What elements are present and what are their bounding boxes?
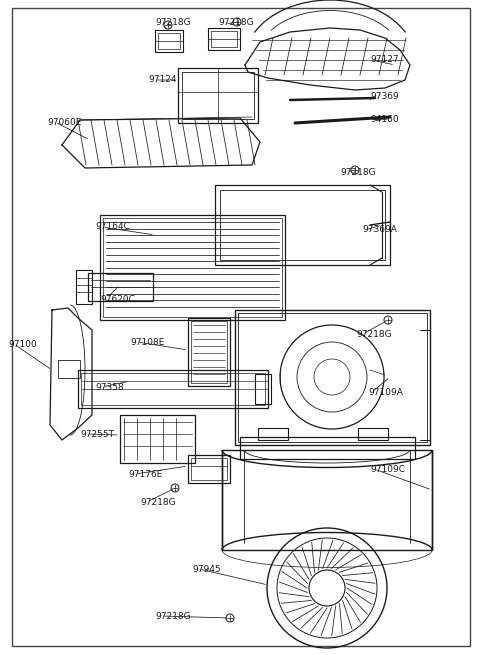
Text: 97176E: 97176E — [128, 470, 162, 479]
Text: 97218G: 97218G — [155, 612, 191, 621]
Text: 94160: 94160 — [370, 115, 398, 124]
Bar — [191, 458, 227, 480]
Text: 97218G: 97218G — [218, 18, 253, 27]
Bar — [58, 360, 80, 378]
Text: 97109A: 97109A — [368, 388, 403, 397]
Bar — [100, 215, 285, 320]
Bar — [188, 318, 230, 386]
Text: 97369: 97369 — [370, 92, 399, 101]
Bar — [76, 270, 92, 304]
Bar — [182, 72, 254, 119]
Bar — [191, 321, 227, 383]
Bar — [211, 31, 237, 47]
Text: 97218G: 97218G — [155, 18, 191, 27]
Text: 97100: 97100 — [8, 340, 37, 349]
Text: 97218G: 97218G — [356, 330, 392, 339]
Bar — [208, 28, 240, 50]
Bar — [81, 373, 265, 405]
Text: 97218G: 97218G — [140, 498, 176, 507]
Text: 97218G: 97218G — [340, 168, 376, 177]
Bar — [158, 33, 180, 49]
Bar — [238, 313, 427, 442]
Bar — [220, 190, 385, 260]
Bar — [78, 370, 268, 408]
Text: 97109C: 97109C — [370, 465, 405, 474]
Bar — [155, 30, 183, 52]
Text: 97255T: 97255T — [80, 430, 114, 439]
Text: 97369A: 97369A — [362, 225, 397, 234]
Bar — [215, 185, 390, 265]
Text: 97124: 97124 — [148, 75, 177, 84]
Text: 97945: 97945 — [192, 565, 221, 574]
Text: 97127: 97127 — [370, 55, 398, 64]
Text: 97358: 97358 — [95, 383, 124, 392]
Bar — [240, 437, 415, 459]
Bar — [88, 273, 153, 301]
Bar — [188, 455, 230, 483]
Bar — [235, 310, 430, 445]
Bar — [222, 450, 432, 550]
Text: 97108E: 97108E — [130, 338, 164, 347]
Bar — [178, 68, 258, 123]
Text: 97164C: 97164C — [95, 222, 130, 231]
Bar — [120, 415, 195, 463]
Bar — [358, 428, 388, 440]
Text: 97620C: 97620C — [100, 295, 135, 304]
Text: 97060E: 97060E — [47, 118, 82, 127]
Bar — [103, 218, 282, 317]
Bar — [255, 374, 271, 404]
Bar — [258, 428, 288, 440]
